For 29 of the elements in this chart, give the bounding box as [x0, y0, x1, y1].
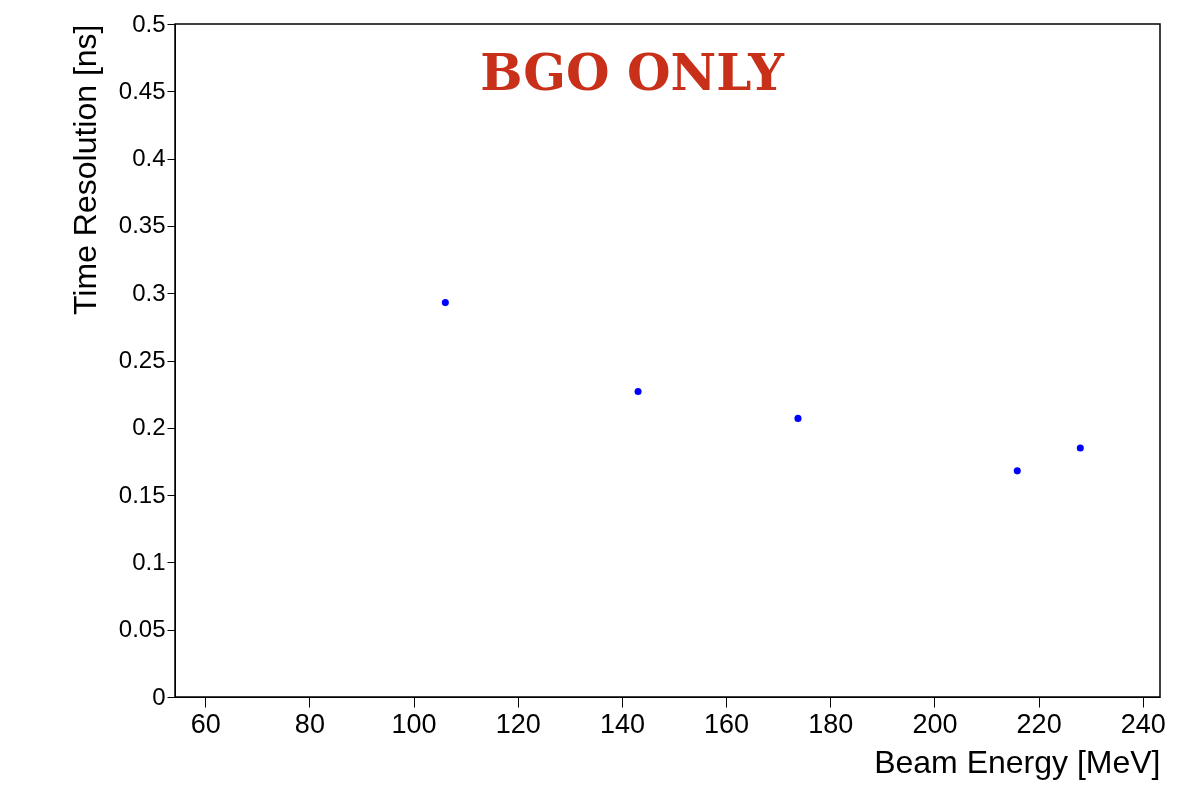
x-tick-label: 160 — [704, 708, 750, 739]
y-tick-label: 0.35 — [118, 211, 166, 239]
point — [794, 414, 802, 422]
point — [1013, 467, 1021, 475]
y-tick-label: 0.4 — [132, 144, 166, 172]
point — [634, 387, 642, 395]
y-tick-label: 0.5 — [132, 9, 166, 37]
point — [1076, 444, 1084, 452]
x-tick-label: 60 — [190, 708, 221, 739]
y-tick-label: 0.1 — [132, 547, 166, 575]
x-tick-label: 240 — [1120, 708, 1166, 739]
x-tick-label: 140 — [599, 708, 645, 739]
x-tick-label: 220 — [1016, 708, 1062, 739]
x-tick-label: 180 — [808, 708, 854, 739]
y-tick-label: 0 — [152, 682, 166, 710]
y-axis-title: Time Resolution [ns] — [66, 24, 103, 315]
point — [441, 299, 449, 307]
x-tick-label: 200 — [912, 708, 958, 739]
y-tick-label: 0.45 — [118, 76, 166, 104]
annotation: BGO ONLY — [480, 43, 786, 102]
x-tick-label: 120 — [495, 708, 541, 739]
x-axis-title: Beam Energy [MeV] — [874, 743, 1161, 780]
y-tick-label: 0.3 — [132, 278, 166, 306]
x-tick-label: 80 — [294, 708, 325, 739]
x-tick-label: 100 — [391, 708, 437, 739]
y-tick-label: 0.05 — [118, 615, 166, 643]
y-tick-label: 0.15 — [118, 480, 166, 508]
y-tick-label: 0.25 — [118, 346, 166, 373]
y-tick-label: 0.2 — [132, 413, 166, 441]
